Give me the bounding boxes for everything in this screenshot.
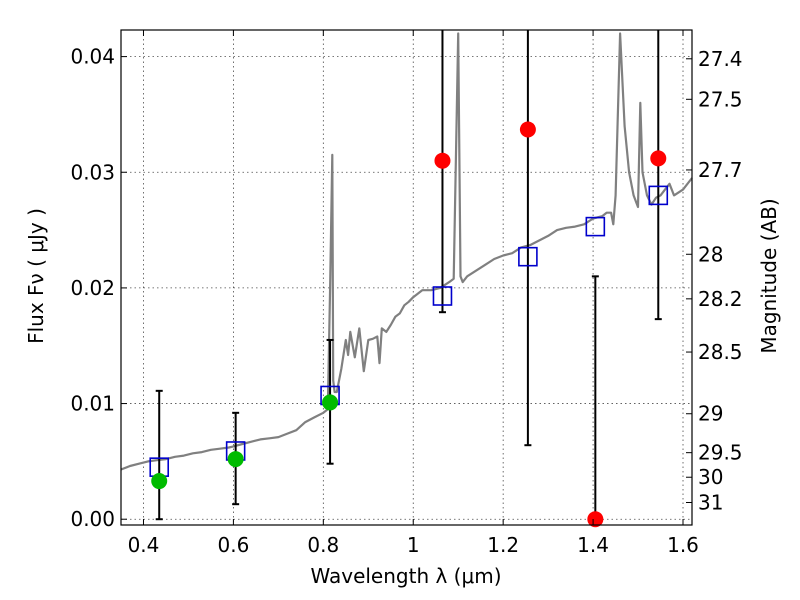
magnitude-tick-label: 27.5 [698,87,743,111]
x-tick-label: 1 [407,533,420,557]
plot-frame [120,29,693,526]
model-photometry-square [585,216,606,237]
model-photometry-square [648,185,669,206]
detection-point [227,451,244,468]
x-axis-label: Wavelength λ (μm) [310,564,501,588]
model-photometry-square [518,246,538,267]
detection-point [151,473,168,490]
model-spectrum-line [120,32,693,471]
upper-limit-point [519,121,536,138]
y-axis-ticks: 0.00 0.01 0.02 0.03 0.04 [70,45,127,531]
model-photometry-square [432,286,453,306]
model-photometry-markers [149,185,669,477]
magnitude-tick-label: 28.5 [698,340,743,364]
upper-limit-point [587,511,604,528]
magnitude-tick-label: 29 [698,402,723,426]
magnitude-axis-label: Magnitude (AB) [757,198,781,353]
x-tick-label: 0.4 [128,533,160,557]
magnitude-tick-label: 27.7 [698,158,743,182]
x-tick-label: 1.2 [487,533,519,557]
upper-limit-point [434,152,451,169]
x-tick-label: 0.6 [217,533,249,557]
y-tick-label: 0.00 [70,507,115,531]
upper-limit-point [650,150,667,167]
magnitude-tick-label: 30 [698,465,723,489]
x-tick-label: 1.6 [667,533,699,557]
y-tick-label: 0.03 [70,160,115,184]
magnitude-tick-label: 28 [698,242,723,266]
magnitude-tick-label: 28.2 [698,287,743,311]
observed-photometry-markers [151,121,667,528]
magnitude-tick-label: 29.5 [698,441,743,465]
plot-area [120,30,693,528]
grid [121,30,692,525]
x-axis-ticks: 0.4 0.6 0.8 1 1.2 1.4 1.6 [128,30,699,557]
magnitude-tick-label: 27.4 [698,47,743,71]
y-axis-label: Flux Fν ( μJy ) [24,208,48,344]
magnitude-tick-label: 31 [698,491,723,515]
y-tick-label: 0.04 [70,45,115,69]
x-tick-label: 1.4 [577,533,609,557]
y-tick-label: 0.02 [70,276,115,300]
y-tick-label: 0.01 [70,392,115,416]
detection-point [322,394,339,411]
x-tick-label: 0.8 [307,533,339,557]
